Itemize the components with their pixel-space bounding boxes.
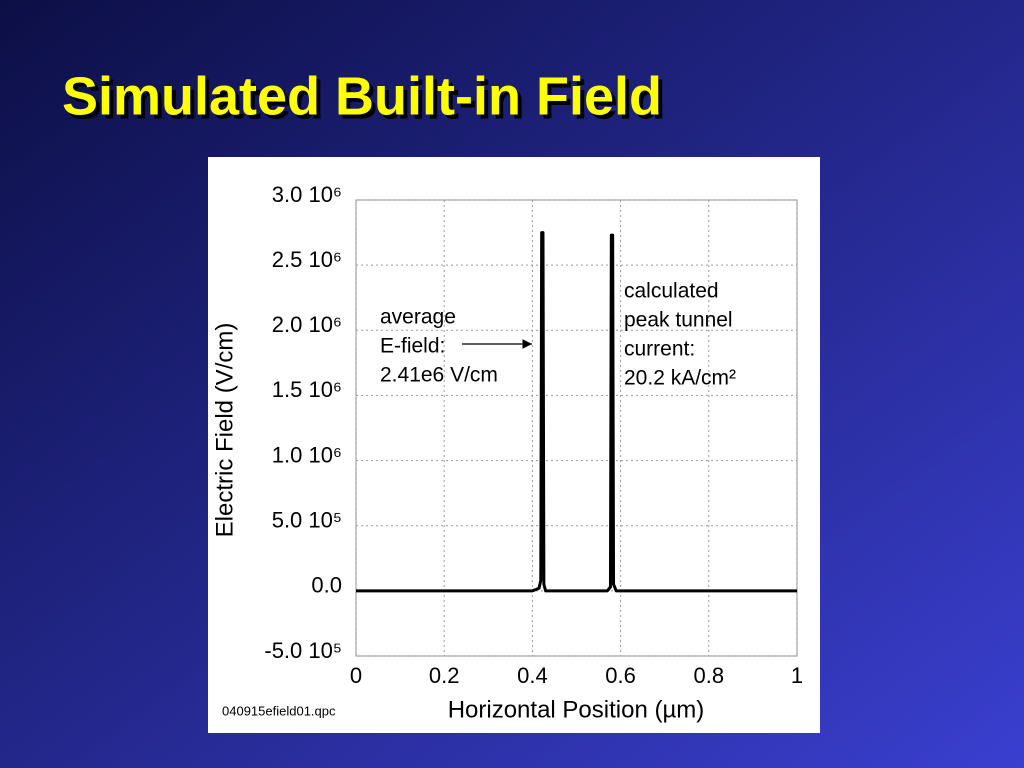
y-axis-label: Electric Field (V/cm)	[211, 323, 238, 538]
x-tick-label: 0.6	[605, 663, 636, 688]
slide-title: Simulated Built-in Field	[62, 66, 662, 126]
annotation-text: calculated	[624, 280, 719, 303]
annotation-text: current:	[624, 338, 695, 361]
x-tick-label: 0.2	[429, 663, 460, 688]
y-tick-label: 0.0	[311, 573, 342, 598]
annotation-text: E-field:	[380, 335, 445, 358]
chart: -5.0 10⁵ 0.0 5.0 10⁵ 1.0 10⁶ 1.5 10⁶ 2.0 10⁶ 2…	[211, 182, 803, 724]
data-line	[356, 231, 797, 593]
y-tick-label: 2.0 10⁶	[272, 312, 342, 337]
x-axis-label: Horizontal Position (µm)	[448, 696, 705, 723]
annotation-text: peak tunnel	[624, 309, 733, 332]
annotation-text: 20.2 kA/cm²	[624, 367, 736, 390]
y-tick-label: 3.0 10⁶	[272, 182, 342, 207]
chart-panel	[208, 157, 820, 733]
x-tick-label: 0.4	[517, 663, 548, 688]
annotation-text: 2.41e6 V/cm	[380, 364, 498, 387]
annotation-text: average	[380, 306, 456, 329]
x-tick-label: 0.8	[694, 663, 725, 688]
y-tick-label: 1.5 10⁶	[272, 377, 342, 402]
y-tick-label: 5.0 10⁵	[272, 508, 342, 533]
x-tick-label: 0	[350, 663, 362, 688]
y-tick-label: 1.0 10⁶	[272, 442, 342, 467]
title-shadow: Simulated Built-in Field	[66, 70, 666, 130]
footnote: 040915efield01.qpc	[222, 703, 336, 718]
y-tick-label: 2.5 10⁶	[272, 247, 342, 272]
y-tick-label: -5.0 10⁵	[264, 638, 342, 663]
x-tick-label: 1	[791, 663, 803, 688]
